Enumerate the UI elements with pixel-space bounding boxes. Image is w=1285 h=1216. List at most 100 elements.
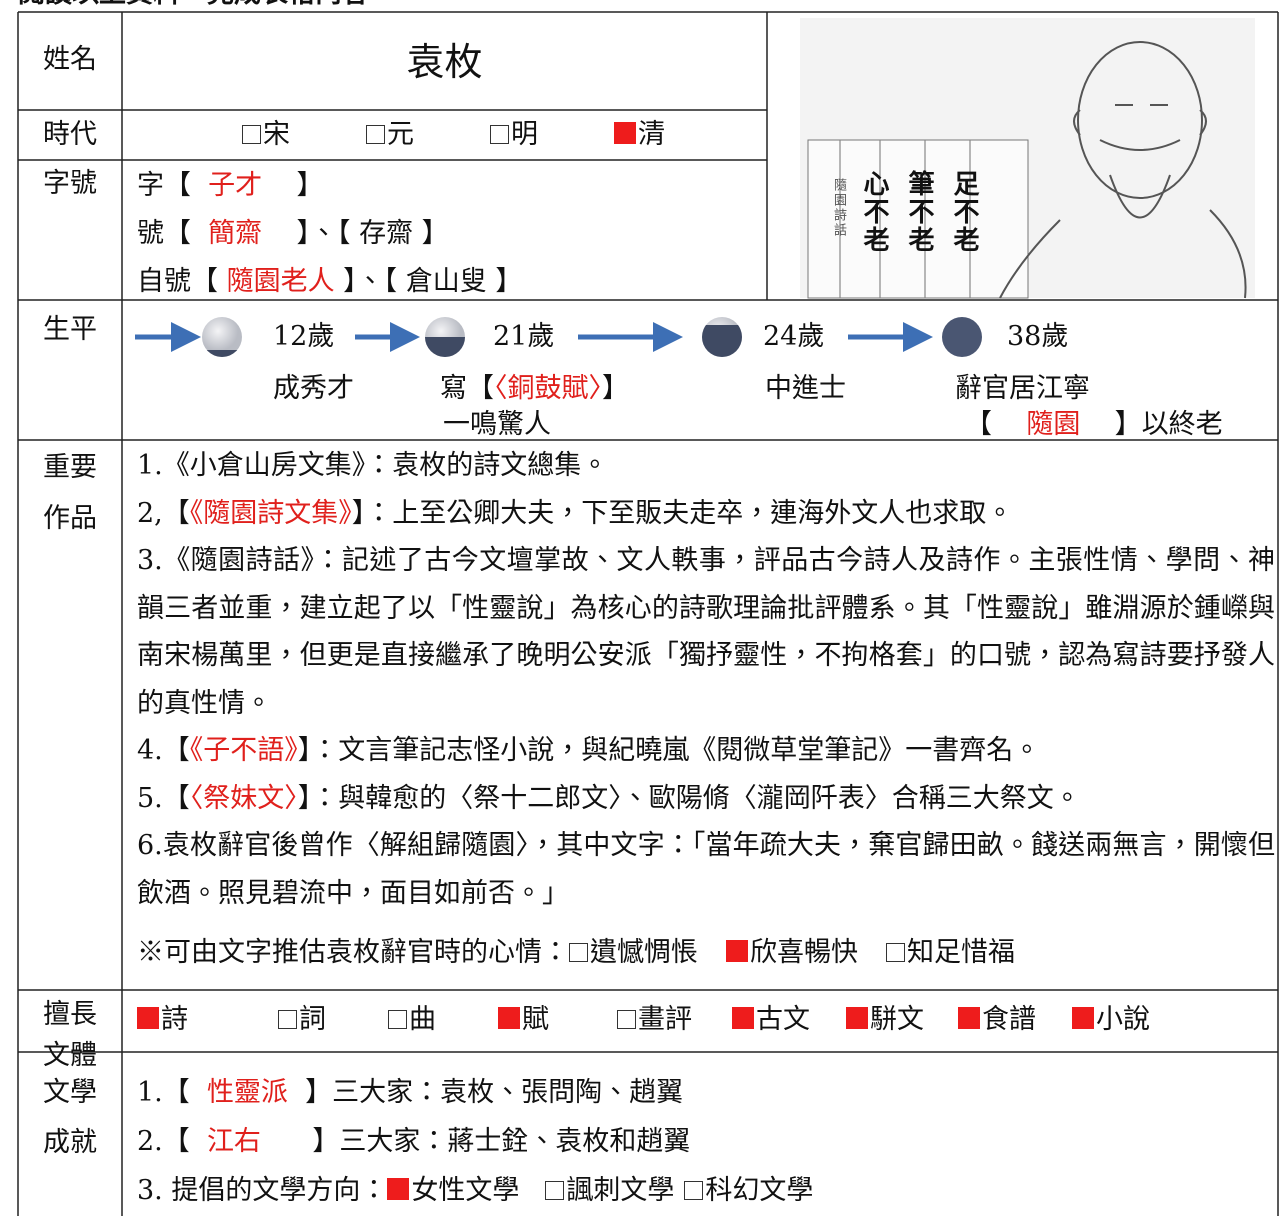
names-line: 字【 子才 】 [137, 162, 522, 210]
option-label: 古文 [756, 1004, 810, 1035]
event-line: 辭官居江寧 [955, 365, 1090, 413]
text-segment: 江右 [206, 1126, 261, 1157]
checkbox [278, 1010, 297, 1029]
option-label: 女性文學 [411, 1175, 520, 1206]
text-segment: 《隨園詩文集》 [189, 497, 352, 529]
text-segment: 〈銅鼓賦〉 [494, 373, 602, 404]
work-item: 5.【〈祭妹文〉】：與韓愈的〈祭十二郎文〉、歐陽脩〈瀧岡阡表〉合稱三大祭文。 [137, 775, 1275, 823]
row-label-line: 重要 [43, 452, 97, 483]
text-segment: 辭官居江寧 [955, 373, 1090, 404]
row-label-line: 擅長 [43, 999, 97, 1030]
option: 宋 [242, 111, 290, 159]
text-segment: 3.《隨園詩話》：記述了古今文壇掌故、文人軼事，評品古今詩人及詩作。主張性情、學… [137, 545, 1275, 719]
option: 詩 [137, 996, 188, 1044]
checkbox [1072, 1007, 1094, 1029]
option-label: 詩 [161, 1004, 188, 1035]
age: 38歲 [1007, 321, 1069, 352]
text-segment: 】：上至公卿大夫，下至販夫走卒，連海外文人也求取。 [351, 497, 1014, 529]
text-segment: 【 [965, 409, 1027, 440]
checkbox [569, 943, 588, 962]
achievement-line: 1.【 性靈派 】三大家：袁枚、張問陶、趙翼 [137, 1068, 813, 1117]
text-segment: 1.【 [137, 1077, 207, 1108]
option: 諷刺文學 [545, 1166, 674, 1215]
age: 12歲 [273, 321, 335, 352]
text-segment: 】以終老 [1080, 409, 1223, 440]
option: 元 [366, 111, 414, 159]
names-lines: 字【 子才 】號【 簡齋 】、【 存齋 】自號【 隨園老人 】、【 倉山叟 】 [137, 162, 522, 306]
names-line: 自號【 隨園老人 】、【 倉山叟 】 [137, 258, 522, 306]
text-segment: 】三大家：蔣士銓、袁枚和趙翼 [260, 1126, 691, 1157]
work-item: 4.【《子不語》】：文言筆記志怪小說，與紀曉嵐《閱微草堂筆記》一書齊名。 [137, 727, 1275, 775]
text-segment: 】、【 存齋 】 [262, 218, 449, 249]
option-label: 清 [638, 119, 665, 150]
work-item: 6.袁枚辭官後曾作〈解組歸隨園〉，其中文字：「當年疏大夫，棄官歸田畝。餞送兩無言… [137, 822, 1275, 917]
achievement-line: 3. 提倡的文學方向： 女性文學 諷刺文學 科幻文學 [137, 1166, 813, 1215]
option: 食譜 [958, 996, 1036, 1044]
timeline-circles [202, 317, 982, 357]
option: 曲 [388, 996, 436, 1044]
checkbox [490, 125, 509, 144]
checkbox [958, 1007, 980, 1029]
checkbox [726, 940, 748, 962]
text-segment: 】 [602, 373, 629, 404]
checkbox [684, 1181, 704, 1200]
text-segment: 】 [262, 170, 324, 201]
text-segment: 號【 [137, 218, 209, 249]
option-label: 知足惜福 [907, 937, 1015, 968]
text-segment: 】：文言筆記志怪小說，與紀曉嵐《閱微草堂筆記》一書齊名。 [297, 735, 1041, 766]
names-line: 號【 簡齋 】、【 存齋 】 [137, 210, 522, 258]
row-label: 文學 成就 [18, 1068, 122, 1168]
row-label: 擅長 文體 [18, 994, 122, 1076]
text-segment: 〈祭妹文〉 [189, 782, 298, 814]
portrait [800, 18, 1255, 299]
event-line: 中進士 [765, 365, 846, 413]
option-label: 賦 [522, 1004, 549, 1035]
option-label: 詞 [299, 1004, 326, 1035]
text-segment: 字【 [137, 170, 209, 201]
checkbox [886, 943, 905, 962]
checkbox [242, 125, 261, 144]
option: 小說 [1072, 996, 1150, 1044]
option-label: 宋 [263, 119, 290, 150]
option: 科幻文學 [684, 1166, 813, 1215]
checkbox [498, 1007, 520, 1029]
age: 24歲 [763, 321, 825, 352]
option-label: 食譜 [982, 1004, 1036, 1035]
book-title: 隨園詩話 [831, 178, 846, 238]
scroll-text: 筆不老 [904, 170, 934, 254]
text-segment: 一鳴驚人 [443, 409, 551, 440]
checkbox [617, 1010, 636, 1029]
text-segment: 子才 [208, 170, 263, 201]
option: 知足惜福 [886, 929, 1015, 977]
option-label: 科幻文學 [705, 1175, 814, 1206]
option-label: 曲 [409, 1004, 436, 1035]
row-label-line: 文體 [43, 1040, 97, 1071]
checkbox [545, 1181, 565, 1200]
option: 賦 [498, 996, 549, 1044]
checkbox [387, 1178, 410, 1200]
option: 詞 [278, 996, 326, 1044]
option: 欣喜暢快 [726, 929, 858, 977]
text-segment: 成秀才 [273, 373, 354, 404]
row-label: 重要 作品 [18, 442, 122, 544]
option-label: 欣喜暢快 [750, 937, 858, 968]
event-line: 成秀才 [273, 365, 354, 413]
row-label: 時代 [43, 119, 97, 150]
text-segment: 2.【 [137, 1126, 207, 1157]
text-segment: 】三大家：袁枚、張問陶、趙翼 [287, 1077, 684, 1108]
text-segment: 2,【 [137, 497, 190, 529]
checkbox [846, 1007, 868, 1029]
option-label: 小說 [1096, 1004, 1150, 1035]
option: 明 [490, 111, 538, 159]
checkbox [366, 125, 385, 144]
checkbox [732, 1007, 754, 1029]
row-label: 姓名 [43, 44, 97, 75]
option-label: 元 [387, 119, 414, 150]
row-label: 字號 [43, 168, 97, 199]
text-segment: 隨園 [1026, 409, 1081, 440]
option-label: 諷刺文學 [566, 1175, 675, 1206]
row-label-line: 作品 [43, 503, 97, 534]
option-label: 畫評 [638, 1004, 692, 1035]
text-segment: 4.【 [137, 735, 190, 766]
text-segment: 1.《小倉山房文集》：袁枚的詩文總集。 [137, 450, 609, 481]
